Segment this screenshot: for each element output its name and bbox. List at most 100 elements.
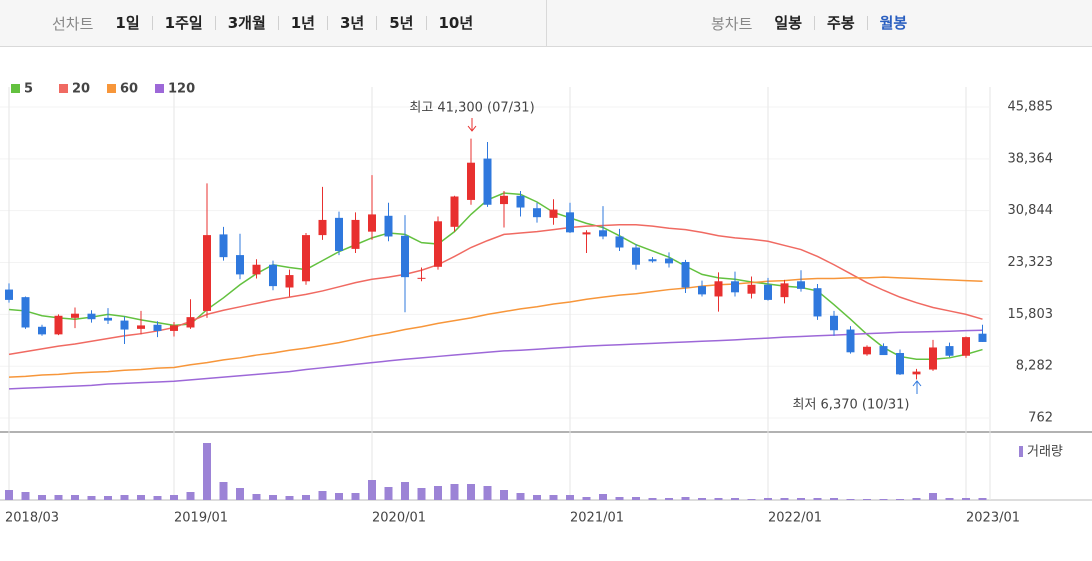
volume-bar (434, 486, 442, 500)
volume-bar (665, 498, 673, 500)
candle-body (104, 317, 112, 321)
candle-body (368, 214, 376, 232)
min-annotation: 최저 6,370 (10/31) (792, 398, 909, 413)
candle-body (698, 286, 706, 295)
x-tick-label: 2019/01 (174, 511, 228, 526)
legend-swatch (59, 84, 68, 93)
volume-bar (87, 496, 96, 500)
volume-bar (714, 498, 723, 500)
volume-bar (368, 480, 376, 500)
volume-bar (632, 497, 640, 500)
y-tick-label: 23,323 (1008, 255, 1054, 270)
legend-label: 5 (24, 82, 33, 97)
volume-bar (351, 493, 360, 500)
volume-bar (269, 495, 277, 500)
candle-body (335, 217, 343, 251)
candle-body (566, 212, 574, 233)
candle-body (813, 288, 822, 317)
tab[interactable]: 5년 (376, 16, 425, 31)
volume-bar (945, 498, 954, 500)
candle-body (681, 261, 690, 288)
volume-bar (912, 498, 921, 500)
x-tick-label: 2022/01 (768, 511, 822, 526)
volume-bar (467, 484, 475, 500)
candle-body (186, 317, 195, 328)
candle-body (285, 275, 294, 288)
volume-bar (549, 495, 558, 500)
volume-bar (863, 499, 871, 500)
candle-body (599, 230, 607, 237)
moving-average-line (8, 329, 983, 390)
volume-bar (21, 492, 30, 500)
volume-bar (104, 496, 112, 500)
candle-body (21, 297, 30, 328)
legend-swatch (11, 84, 20, 93)
volume-bar (5, 490, 13, 500)
candle-body (434, 221, 442, 267)
volume-bar (698, 498, 706, 500)
tab[interactable]: 월봉 (866, 16, 920, 31)
volume-bar (797, 498, 805, 500)
tab[interactable]: 주봉 (814, 16, 867, 31)
volume-bar (417, 488, 426, 500)
volume-bar (203, 443, 211, 500)
tab[interactable]: 1주일 (151, 16, 215, 31)
volume-bar (896, 499, 904, 500)
candle-body (384, 215, 393, 237)
candle-body (615, 236, 624, 248)
x-tick-label: 2021/01 (570, 511, 624, 526)
candle-body (582, 232, 591, 235)
candle-body (483, 158, 492, 205)
volume-bar (252, 494, 261, 500)
candle-body (87, 313, 96, 320)
volume-bar (830, 498, 838, 500)
line-chart-label[interactable]: 선차트 (52, 14, 94, 33)
tab[interactable]: 1년 (277, 16, 327, 31)
volume-bar (731, 498, 739, 500)
volume-legend: 거래량 (1027, 445, 1063, 460)
volume-bar (500, 490, 508, 500)
volume-bar (219, 482, 228, 500)
candle-body (38, 326, 46, 335)
volume-bar (846, 499, 855, 500)
candle-chart-label[interactable]: 봉차트 (711, 14, 753, 33)
candle-body (5, 289, 13, 300)
candle-body (71, 313, 79, 318)
tab[interactable]: 1일 (115, 14, 140, 32)
volume-bar (747, 499, 756, 500)
tab[interactable]: 3개월 (214, 16, 278, 31)
volume-bar (764, 498, 772, 500)
candle-body (54, 315, 63, 335)
tab[interactable]: 3년 (327, 16, 376, 31)
x-tick-label: 2023/01 (966, 511, 1020, 526)
volume-bar (170, 495, 178, 500)
volume-bar (302, 495, 310, 500)
volume-bar (54, 495, 63, 500)
tab[interactable]: 일봉 (774, 14, 803, 32)
candle-body (219, 234, 228, 258)
volume-bar (186, 492, 195, 500)
candle-body (137, 325, 145, 329)
tab[interactable]: 10년 (425, 16, 486, 31)
line-chart-tabs: 선차트 1일 1주일 3개월 1년 3년 5년 10년 (0, 0, 547, 46)
candle-body (863, 346, 871, 355)
volume-bar (615, 497, 624, 500)
tab-bar: 선차트 1일 1주일 3개월 1년 3년 5년 10년 봉차트 일봉 주봉 월봉 (0, 0, 1092, 47)
volume-legend-swatch (1019, 446, 1023, 457)
volume-bar (516, 493, 525, 500)
moving-average-line (8, 276, 983, 378)
candle-body (533, 208, 541, 218)
candle-body (929, 347, 937, 370)
candle-body (450, 196, 459, 227)
candle-body (236, 255, 244, 275)
volume-bar (582, 497, 591, 500)
candle-chart-tabs: 봉차트 일봉 주봉 월봉 (547, 0, 1092, 46)
volume-bar (978, 498, 987, 500)
x-tick-label: 2020/01 (372, 511, 426, 526)
y-tick-label: 15,803 (1008, 307, 1054, 322)
candle-body (302, 235, 310, 282)
y-tick-label: 762 (1028, 411, 1053, 426)
volume-bar (533, 495, 541, 500)
candle-body (830, 315, 838, 331)
